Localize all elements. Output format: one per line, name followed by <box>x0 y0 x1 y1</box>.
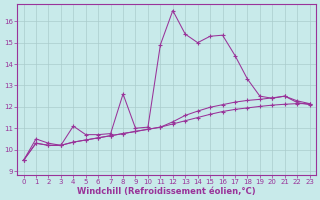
X-axis label: Windchill (Refroidissement éolien,°C): Windchill (Refroidissement éolien,°C) <box>77 187 256 196</box>
